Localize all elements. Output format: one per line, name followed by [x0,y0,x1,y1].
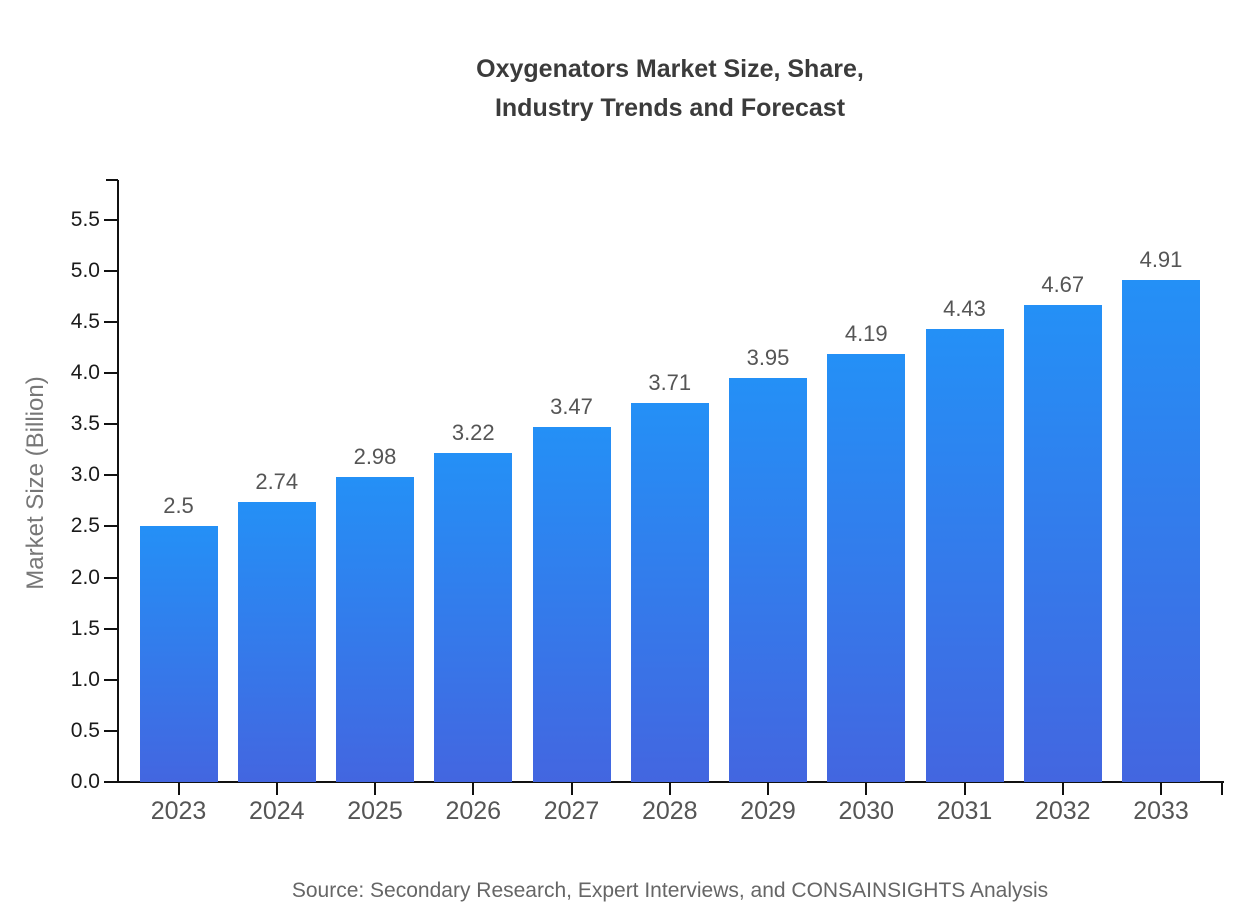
x-axis-end-cap [1221,782,1223,795]
x-tick-label: 2033 [1133,797,1189,825]
y-tick-label: 1.5 [70,616,100,640]
y-tick-label: 5.0 [70,258,100,282]
bar-2029 [729,378,807,782]
x-tick [374,782,376,795]
bar-2026 [434,452,513,782]
y-axis-line [117,180,119,783]
x-tick-label: 2032 [1034,797,1091,825]
x-tick [472,782,475,795]
bar-value-label: 2.5 [163,493,194,519]
y-tick-label: 4.0 [70,361,100,385]
y-tick [104,729,118,732]
x-tick-label: 2024 [248,797,305,825]
bar-2033 [1122,280,1200,782]
y-tick [104,474,118,477]
y-tick-label: 2.0 [70,565,100,589]
chart-title: Oxygenators Market Size, Share, Industry… [118,50,1222,128]
x-tick-label: 2031 [936,797,993,825]
y-tick [104,218,118,221]
bar-2027 [532,427,611,782]
chart-title-line-1: Oxygenators Market Size, Share, [476,55,864,83]
bar-2024 [237,501,316,782]
x-tick [1160,782,1162,795]
y-tick-label: 5.5 [70,207,100,231]
x-tick [865,782,868,795]
y-tick [104,627,118,630]
x-tick [275,782,278,795]
y-tick-label: 0.0 [70,770,100,793]
bar-value-label: 3.47 [550,394,593,420]
x-tick-label: 2027 [543,797,600,825]
x-tick-label: 2028 [641,797,698,825]
x-tick [767,782,769,795]
y-tick-label: 2.5 [70,514,100,538]
bar-2028 [630,402,709,782]
y-tick [104,372,118,375]
bar-value-label: 3.71 [648,369,692,395]
y-tick [104,423,118,426]
bar-value-label: 4.19 [844,320,888,346]
y-tick [104,321,118,324]
bar-2023 [139,526,218,782]
y-tick [104,576,118,579]
y-tick [104,781,118,783]
x-tick-label: 2026 [445,797,502,825]
bar-value-label: 3.95 [746,345,790,371]
x-tick [963,782,966,795]
x-tick-label: 2029 [740,797,796,825]
bar-2025 [336,477,414,782]
y-tick-label: 1.0 [70,667,100,691]
bar-value-label: 4.43 [943,296,986,322]
x-tick [668,782,671,795]
y-tick [104,525,118,528]
x-tick-label: 2023 [150,797,207,825]
bar-value-label: 2.98 [353,444,397,470]
x-tick [177,782,180,795]
bar-value-label: 4.67 [1041,271,1085,297]
bar-2032 [1023,304,1102,782]
y-tick [104,269,118,272]
y-tick-label: 3.5 [70,412,100,436]
x-tick [570,782,573,795]
x-tick [1061,782,1064,795]
x-tick-label: 2025 [347,797,403,825]
source-note: Source: Secondary Research, Expert Inter… [291,879,1049,902]
y-tick-label: 4.5 [70,310,100,334]
y-axis-end-cap [106,179,118,181]
chart-title-line-2: Industry Trends and Forecast [494,94,846,122]
bar-value-label: 4.91 [1139,247,1183,273]
x-tick-label: 2030 [838,797,895,825]
bar-2030 [827,353,906,782]
bar-2031 [925,329,1004,782]
bar-value-label: 2.74 [255,468,299,494]
y-tick [104,678,118,681]
y-tick-label: 3.0 [70,463,100,487]
bar-value-label: 3.22 [451,419,495,445]
y-tick-label: 0.5 [70,718,100,742]
